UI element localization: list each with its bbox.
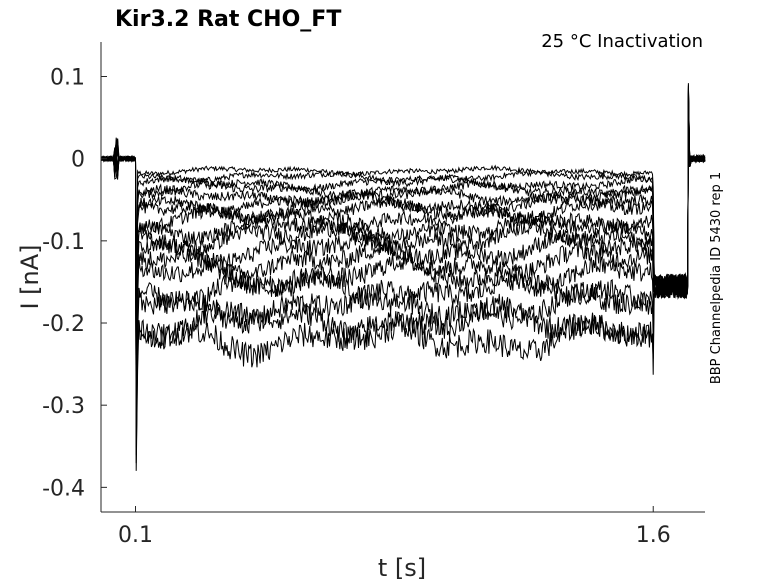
x-tick-label: 0.1 (118, 523, 153, 548)
y-tick-label: -0.3 (42, 394, 85, 419)
current-trace (100, 97, 706, 393)
x-tick-label: 1.6 (636, 523, 671, 548)
current-trace (100, 105, 706, 347)
current-trace (100, 84, 706, 464)
y-tick-label: -0.4 (42, 476, 85, 501)
current-trace (100, 88, 706, 440)
current-trace (100, 100, 706, 378)
current-trace (100, 91, 706, 425)
current-trace (100, 104, 706, 354)
x-axis: 0.1 1.6 (101, 506, 705, 548)
y-tick-label: 0.1 (50, 66, 85, 91)
current-trace (100, 95, 706, 401)
current-trace (100, 101, 706, 370)
y-tick-label: -0.1 (42, 230, 85, 255)
x-axis-label: t [s] (378, 554, 426, 582)
y-tick-label: -0.2 (42, 312, 85, 337)
chart-subtitle: 25 °C Inactivation (541, 31, 703, 52)
y-axis: 0.1 0 -0.1 -0.2 -0.3 -0.4 (42, 42, 107, 512)
y-tick-label: 0 (71, 148, 85, 173)
current-trace (100, 87, 706, 448)
plot-area (100, 83, 706, 471)
current-trace (100, 94, 706, 409)
channelpedia-id-note: BBP Channelpedia ID 5430 rep 1 (709, 172, 724, 384)
current-trace (100, 83, 706, 471)
y-axis-label: I [nA] (16, 244, 44, 309)
chart-title: Kir3.2 Rat CHO_FT (115, 7, 341, 32)
